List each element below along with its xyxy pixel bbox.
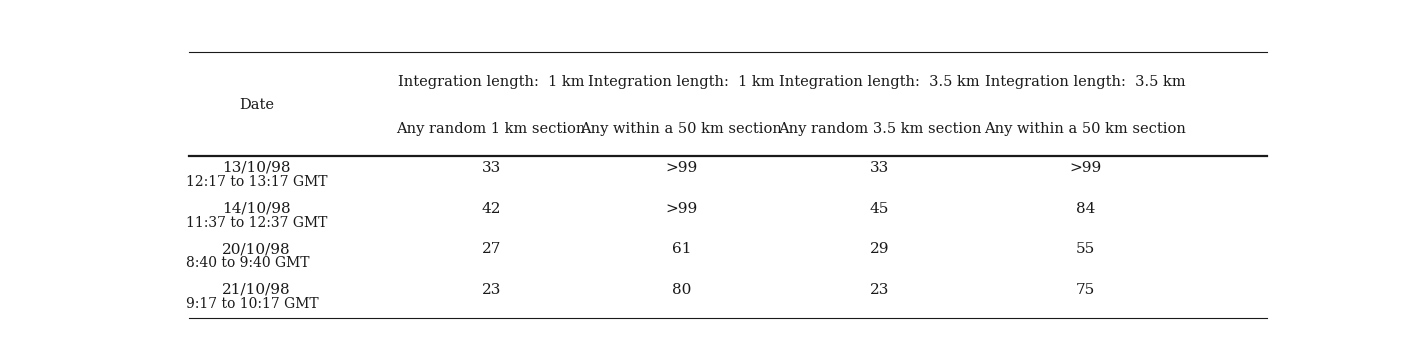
Text: 80: 80 <box>672 283 692 297</box>
Text: 13/10/98: 13/10/98 <box>223 161 291 175</box>
Text: 21/10/98: 21/10/98 <box>223 283 291 297</box>
Text: >99: >99 <box>1069 161 1102 175</box>
Text: Any random 1 km section: Any random 1 km section <box>396 122 586 136</box>
Text: 33: 33 <box>481 161 501 175</box>
Text: Any within a 50 km section: Any within a 50 km section <box>581 122 782 136</box>
Text: 33: 33 <box>870 161 889 175</box>
Text: Integration length:  1 km: Integration length: 1 km <box>588 75 775 88</box>
Text: >99: >99 <box>666 161 697 175</box>
Text: Any within a 50 km section: Any within a 50 km section <box>984 122 1186 136</box>
Text: 23: 23 <box>870 283 889 297</box>
Text: 23: 23 <box>481 283 501 297</box>
Text: Date: Date <box>239 98 274 112</box>
Text: Any random 3.5 km section: Any random 3.5 km section <box>778 122 981 136</box>
Text: 12:17 to 13:17 GMT: 12:17 to 13:17 GMT <box>186 175 328 189</box>
Text: 45: 45 <box>870 202 889 215</box>
Text: 29: 29 <box>870 242 889 256</box>
Text: 9:17 to 10:17 GMT: 9:17 to 10:17 GMT <box>186 297 320 311</box>
Text: 27: 27 <box>481 242 501 256</box>
Text: >99: >99 <box>666 202 697 215</box>
Text: 11:37 to 12:37 GMT: 11:37 to 12:37 GMT <box>186 216 328 230</box>
Text: 14/10/98: 14/10/98 <box>223 202 291 215</box>
Text: 20/10/98: 20/10/98 <box>223 242 291 256</box>
Text: Integration length:  1 km: Integration length: 1 km <box>398 75 585 88</box>
Text: 42: 42 <box>481 202 501 215</box>
Text: 84: 84 <box>1076 202 1095 215</box>
Text: 61: 61 <box>672 242 692 256</box>
Text: Integration length:  3.5 km: Integration length: 3.5 km <box>780 75 980 88</box>
Text: 55: 55 <box>1076 242 1095 256</box>
Text: Integration length:  3.5 km: Integration length: 3.5 km <box>985 75 1186 88</box>
Text: 8:40 to 9:40 GMT: 8:40 to 9:40 GMT <box>186 257 310 270</box>
Text: 75: 75 <box>1076 283 1095 297</box>
